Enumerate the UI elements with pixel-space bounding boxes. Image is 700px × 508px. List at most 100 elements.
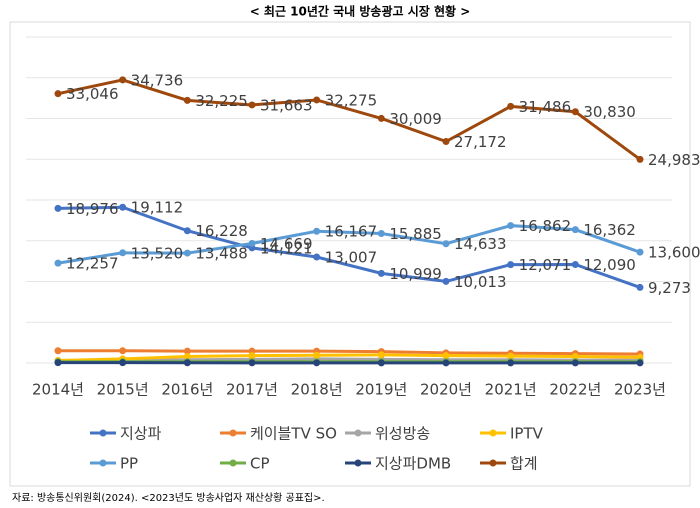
data-point — [377, 114, 385, 122]
legend-swatch-marker — [229, 459, 237, 467]
data-label: 14,121 — [260, 239, 313, 257]
data-point — [119, 76, 127, 84]
data-label: 10,999 — [389, 265, 442, 283]
legend-swatch-marker — [489, 459, 497, 467]
data-point — [442, 352, 450, 360]
x-tick-label: 2023년 — [614, 381, 666, 399]
data-label: 33,046 — [66, 85, 119, 103]
data-point — [507, 102, 515, 110]
legend-label: PP — [120, 455, 138, 473]
data-point — [313, 351, 321, 359]
data-point — [571, 359, 579, 367]
data-point — [442, 277, 450, 285]
x-tick-label: 2016년 — [161, 381, 213, 399]
legend-swatch-marker — [99, 459, 107, 467]
legend-label: 케이블TV SO — [250, 425, 337, 443]
data-label: 13,488 — [195, 245, 248, 263]
data-point — [183, 352, 191, 360]
data-label: 13,007 — [325, 248, 378, 266]
legend-swatch-marker — [99, 429, 107, 437]
data-label: 14,633 — [454, 235, 507, 253]
data-point — [442, 359, 450, 367]
data-point — [54, 347, 62, 355]
data-point — [636, 359, 644, 367]
data-label: 13,600 — [648, 244, 700, 262]
data-point — [183, 227, 191, 235]
x-tick-label: 2019년 — [355, 381, 407, 399]
data-point — [313, 253, 321, 261]
legend-swatch-marker — [489, 429, 497, 437]
data-point — [377, 269, 385, 277]
x-tick-label: 2020년 — [420, 381, 472, 399]
data-label: 12,090 — [583, 256, 636, 274]
data-point — [119, 359, 127, 367]
data-label: 10,013 — [454, 273, 507, 291]
data-point — [248, 352, 256, 360]
series-line — [57, 205, 641, 289]
data-point — [636, 283, 644, 291]
data-label: 12,257 — [66, 255, 119, 273]
data-point — [119, 249, 127, 257]
data-point — [377, 351, 385, 359]
data-point — [119, 203, 127, 211]
data-point — [54, 204, 62, 212]
x-tick-label: 2022년 — [549, 381, 601, 399]
legend-label: 합계 — [510, 455, 538, 473]
data-point — [183, 96, 191, 104]
data-point — [54, 359, 62, 367]
legend-label: 지상파DMB — [375, 455, 451, 473]
data-label: 16,862 — [519, 217, 572, 235]
data-label: 9,273 — [648, 279, 691, 297]
data-point — [442, 138, 450, 146]
data-label: 34,736 — [131, 71, 184, 89]
data-label: 15,885 — [389, 225, 442, 243]
data-label: 12,071 — [519, 256, 572, 274]
data-point — [507, 359, 515, 367]
data-point — [54, 259, 62, 267]
data-label: 32,225 — [195, 92, 248, 110]
data-point — [507, 222, 515, 230]
legend-label: CP — [250, 455, 270, 473]
data-label: 30,830 — [583, 103, 636, 121]
legend-swatch-marker — [229, 429, 237, 437]
data-point — [571, 260, 579, 268]
data-point — [248, 239, 256, 247]
data-label: 18,976 — [66, 200, 119, 218]
x-tick-label: 2014년 — [32, 381, 84, 399]
data-label: 32,275 — [325, 91, 378, 109]
legend-label: IPTV — [510, 425, 544, 443]
data-label: 27,172 — [454, 133, 507, 151]
data-point — [248, 101, 256, 109]
data-label: 31,486 — [519, 98, 572, 116]
legend-label: 위성방송 — [375, 425, 430, 443]
data-point — [54, 90, 62, 98]
data-label: 24,983 — [648, 151, 700, 169]
data-point — [636, 248, 644, 256]
data-point — [248, 359, 256, 367]
data-point — [183, 249, 191, 257]
source-note: 자료: 방송통신위원회(2024). <2023년도 방송사업자 재산상황 공표… — [12, 491, 325, 504]
legend-swatch-marker — [354, 429, 362, 437]
series-line — [57, 353, 641, 363]
data-point — [507, 261, 515, 269]
x-tick-label: 2017년 — [226, 381, 278, 399]
chart-title: < 최근 10년간 국내 방송광고 시장 현황 > — [250, 4, 471, 19]
x-tick-label: 2018년 — [291, 381, 343, 399]
data-point — [313, 359, 321, 367]
data-label: 30,009 — [389, 110, 442, 128]
data-label: 19,112 — [131, 199, 184, 217]
series-line — [58, 349, 641, 356]
data-point — [313, 96, 321, 104]
data-point — [636, 155, 644, 163]
data-label: 31,663 — [260, 96, 313, 114]
data-point — [183, 359, 191, 367]
data-point — [442, 240, 450, 248]
data-label: 16,362 — [583, 221, 636, 239]
series-line — [57, 78, 641, 161]
data-point — [119, 347, 127, 355]
data-point — [571, 352, 579, 360]
data-point — [183, 347, 191, 355]
data-label: 13,520 — [131, 244, 184, 262]
data-point — [571, 108, 579, 116]
